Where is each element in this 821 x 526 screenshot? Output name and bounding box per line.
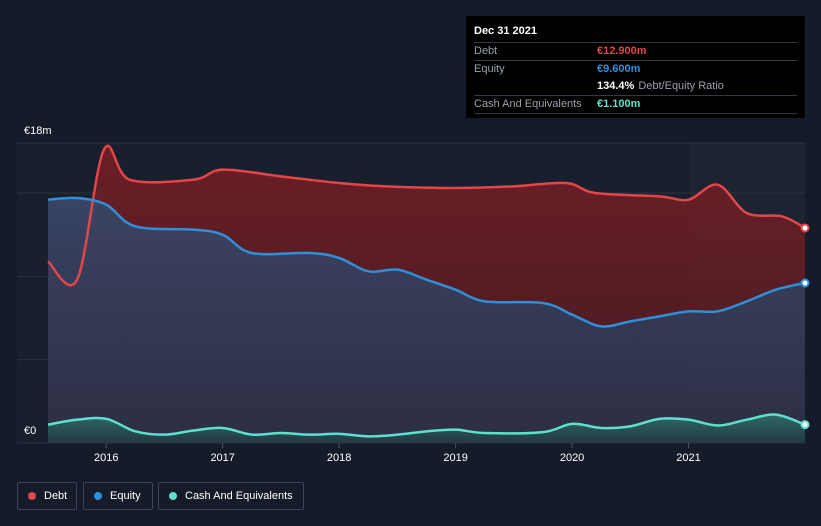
legend-equity-label: Equity <box>110 490 141 502</box>
legend-cash-button[interactable]: Cash And Equivalents <box>158 482 304 510</box>
tooltip-ratio-label: Debt/Equity Ratio <box>638 80 724 92</box>
equity-dot-icon <box>94 492 102 500</box>
tooltip-debt-row: Debt €12.900m <box>474 43 797 61</box>
debt-line <box>47 144 806 287</box>
cash-end-marker <box>800 420 810 430</box>
tooltip-debt-label: Debt <box>474 45 498 57</box>
legend-cash-label: Cash And Equivalents <box>185 490 293 502</box>
x-tick-label-2019: 2019 <box>443 452 467 464</box>
cash-dot-icon <box>169 492 177 500</box>
y-axis-bottom-label: €0 <box>24 425 37 437</box>
x-tick-label-2017: 2017 <box>210 452 234 464</box>
tooltip-ratio-value: 134.4% <box>597 80 635 92</box>
x-axis-ticks: 2016 2017 2018 2019 2020 2021 <box>94 443 701 464</box>
x-tick-label-2018: 2018 <box>327 452 351 464</box>
equity-area <box>48 197 805 443</box>
data-tooltip: Dec 31 2021 Debt €12.900m Equity €9.600m… <box>466 16 805 118</box>
end-markers <box>800 223 810 430</box>
tooltip-ratio-row: 134.4% Debt/Equity Ratio <box>474 78 797 96</box>
legend-equity-button[interactable]: Equity <box>83 482 153 510</box>
equity-line <box>47 196 806 328</box>
y-axis-top-label: €18m <box>24 125 52 137</box>
debt-dot-icon <box>28 492 36 500</box>
x-tick-label-2021: 2021 <box>676 452 700 464</box>
tooltip-cash-value: €1.100m <box>597 98 641 110</box>
equity-end-marker <box>800 278 810 288</box>
tooltip-equity-value: €9.600m <box>597 63 641 75</box>
tooltip-cash-row: Cash And Equivalents €1.100m <box>474 96 797 114</box>
legend-debt-button[interactable]: Debt <box>17 482 77 510</box>
x-tick-label-2016: 2016 <box>94 452 118 464</box>
cash-line <box>47 413 806 438</box>
tooltip-equity-label: Equity <box>474 63 505 75</box>
series-areas <box>48 145 805 444</box>
legend-debt-label: Debt <box>44 490 68 502</box>
cash-area <box>48 414 805 443</box>
tooltip-equity-row: Equity €9.600m <box>474 61 797 78</box>
x-tick-label-2020: 2020 <box>560 452 584 464</box>
debt-end-marker <box>800 223 810 233</box>
series-lines <box>47 144 806 438</box>
tooltip-debt-value: €12.900m <box>597 45 647 57</box>
tooltip-cash-label: Cash And Equivalents <box>474 98 582 110</box>
tooltip-date: Dec 31 2021 <box>474 24 797 43</box>
